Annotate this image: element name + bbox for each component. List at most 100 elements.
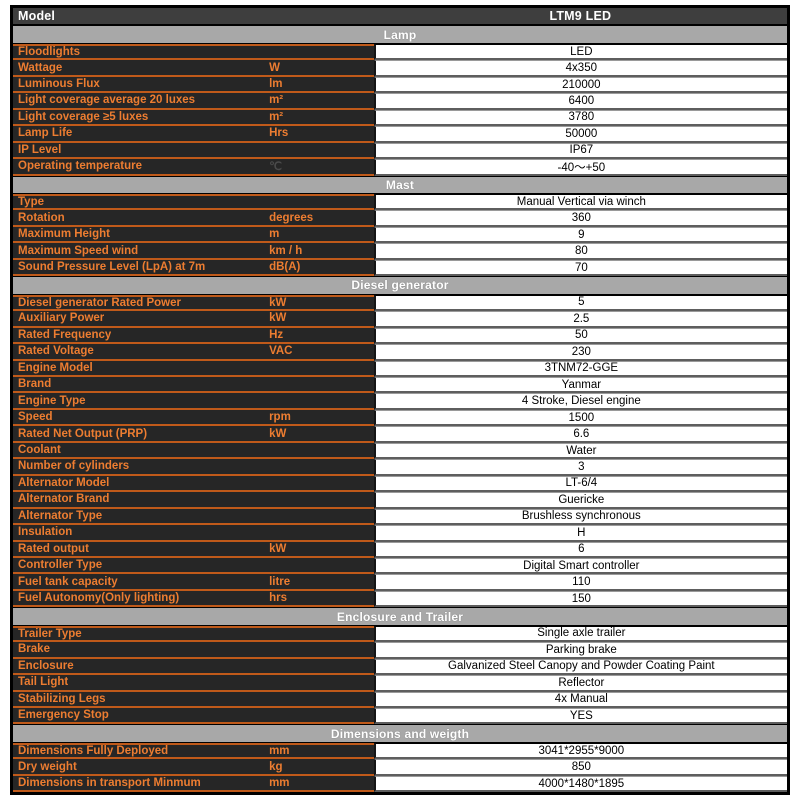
spec-label-cell: Maximum Speed wind km / h: [13, 243, 374, 260]
spec-label: Maximum Speed wind: [18, 244, 139, 257]
spec-row: Engine Model 3TNM72-GGE: [13, 360, 787, 377]
spec-value: IP67: [373, 142, 787, 160]
spec-label-cell: Stabilizing Legs: [13, 691, 374, 709]
section-header-enclosure-and-trailer: Enclosure and Trailer: [13, 607, 787, 626]
spec-unit: m²: [269, 94, 284, 107]
spec-value: 3041*2955*9000: [373, 742, 787, 760]
spec-unit: litre: [269, 575, 291, 588]
spec-label-cell: Controller Type: [13, 557, 374, 575]
spec-label-cell: Floodlights: [13, 43, 374, 61]
spec-label-cell: Wattage W: [13, 60, 374, 77]
spec-row: Stabilizing Legs 4x Manual: [13, 691, 787, 709]
spec-row: Emergency Stop YES: [13, 708, 787, 725]
spec-unit: Hz: [269, 328, 284, 341]
spec-value: 850: [373, 759, 787, 776]
spec-label: Diesel generator Rated Power: [18, 296, 181, 309]
spec-label-cell: Alternator Brand: [13, 492, 374, 509]
spec-unit: kW: [269, 312, 287, 325]
spec-row: Diesel generator Rated Power kW 5: [13, 294, 787, 312]
spec-value: 360: [373, 210, 787, 227]
model-title-row: Model LTM9 LED: [13, 8, 787, 26]
spec-value: 6400: [373, 93, 787, 110]
spec-label: Light coverage ≥5 luxes: [18, 110, 149, 123]
spec-value: 4000*1480*1895: [373, 775, 787, 793]
spec-label-cell: Rated output kW: [13, 541, 374, 558]
spec-value: Water: [373, 442, 787, 460]
spec-label-cell: Light coverage ≥5 luxes m²: [13, 109, 374, 127]
spec-row: Brake Parking brake: [13, 642, 787, 659]
spec-label: Light coverage average 20 luxes: [18, 94, 196, 107]
spec-value: Guericke: [373, 492, 787, 509]
spec-label: Type: [18, 196, 44, 209]
spec-label: Luminous Flux: [18, 78, 100, 91]
spec-label-cell: Insulation: [13, 525, 374, 542]
section-header-diesel-generator: Diesel generator: [13, 276, 787, 295]
spec-unit: rpm: [269, 411, 291, 424]
spec-unit: m²: [269, 110, 284, 123]
spec-value: LED: [373, 43, 787, 61]
spec-label-cell: IP Level: [13, 142, 374, 160]
spec-row: Sound Pressure Level (LpA) at 7m dB(A) 70: [13, 259, 787, 277]
spec-value: 70: [373, 259, 787, 277]
spec-value: 1500: [373, 409, 787, 427]
spec-value: H: [373, 525, 787, 542]
spec-unit: km / h: [269, 244, 303, 257]
spec-label: Dimensions in transport Minmum: [18, 777, 201, 790]
spec-value: 50: [373, 327, 787, 345]
spec-value: 50000: [373, 126, 787, 143]
spec-label: Coolant: [18, 444, 61, 456]
spec-row: Tail Light Reflector: [13, 675, 787, 692]
spec-row: Trailer Type Single axle trailer: [13, 625, 787, 643]
spec-label: Auxiliary Power: [18, 312, 105, 325]
spec-label: Brake: [18, 643, 50, 656]
spec-value: Galvanized Steel Canopy and Powder Coati…: [373, 658, 787, 676]
spec-row: Maximum Speed wind km / h 80: [13, 243, 787, 260]
spec-row: Dimensions in transport Minmum mm 4000*148…: [13, 775, 787, 793]
spec-value: 80: [373, 243, 787, 260]
spec-value: 4x Manual: [373, 691, 787, 709]
spec-label: Number of cylinders: [18, 460, 130, 473]
spec-unit: dB(A): [269, 261, 301, 274]
spec-label: Operating temperature: [18, 160, 142, 173]
spec-label-cell: Number of cylinders: [13, 459, 374, 476]
spec-unit: mm: [269, 777, 290, 790]
spec-unit: Hrs: [269, 127, 289, 140]
spec-row: Operating temperature ℃ -40～+50: [13, 159, 787, 176]
model-label: Model: [18, 9, 56, 24]
spec-row: Maximum Height m 9: [13, 226, 787, 244]
spec-label: Dry weight: [18, 760, 77, 773]
spec-value: 9: [373, 226, 787, 244]
section-header-lamp: Lamp: [13, 25, 787, 44]
spec-value: 3780: [373, 109, 787, 127]
spec-label-cell: Dimensions in transport Minmum mm: [13, 775, 374, 793]
spec-label: Rated output: [18, 542, 89, 555]
spec-label: IP Level: [18, 143, 62, 156]
spec-row: Auxiliary Power kW 2.5: [13, 311, 787, 328]
spec-label-cell: Sound Pressure Level (LpA) at 7m dB(A): [13, 259, 374, 277]
spec-value: 4 Stroke, Diesel engine: [373, 393, 787, 410]
spec-label-cell: Tail Light: [13, 675, 374, 692]
spec-row: Brand Yanmar: [13, 376, 787, 394]
spec-label-cell: Engine Type: [13, 393, 374, 410]
spec-value: Yanmar: [373, 376, 787, 394]
spec-label-cell: Luminous Flux lm: [13, 76, 374, 94]
spec-label-cell: Rated Voltage VAC: [13, 344, 374, 361]
spec-value: 6: [373, 541, 787, 558]
spec-label: Alternator Type: [18, 509, 103, 522]
spec-label-cell: Auxiliary Power kW: [13, 311, 374, 328]
spec-label-cell: Fuel tank capacity litre: [13, 574, 374, 591]
spec-label: Trailer Type: [18, 627, 82, 640]
spec-unit: VAC: [269, 345, 293, 358]
spec-value: Manual Vertical via winch: [373, 193, 787, 211]
spec-row: Controller Type Digital Smart controller: [13, 557, 787, 575]
spec-unit: kW: [269, 296, 287, 309]
spec-value: 4x350: [373, 60, 787, 77]
spec-label: Fuel tank capacity: [18, 575, 118, 588]
spec-value: -40～+50: [373, 159, 787, 176]
spec-value: 150: [373, 590, 787, 608]
spec-label-cell: Coolant: [13, 442, 374, 460]
spec-label: Rated Net Output (PRP): [18, 427, 148, 440]
spec-row: Rated Net Output (PRP) kW 6.6: [13, 426, 787, 443]
spec-label-cell: Dry weight kg: [13, 759, 374, 776]
spec-value: Reflector: [373, 675, 787, 692]
